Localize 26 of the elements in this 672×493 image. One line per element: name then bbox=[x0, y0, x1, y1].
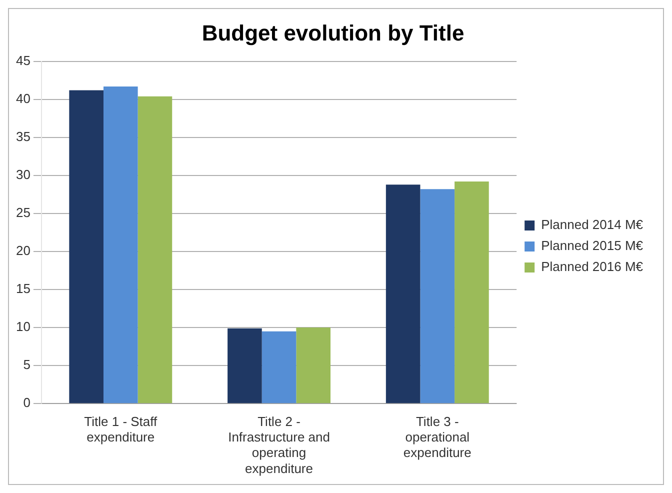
bar bbox=[228, 328, 262, 404]
bar bbox=[454, 182, 489, 404]
legend-label: Planned 2014 M€ bbox=[541, 217, 644, 232]
y-tick-label: 15 bbox=[16, 281, 30, 296]
x-tick-label: Title 3 - operational expenditure bbox=[403, 414, 472, 460]
y-tick-label: 25 bbox=[16, 205, 30, 220]
bar bbox=[420, 189, 455, 404]
bar bbox=[69, 90, 104, 404]
legend-label: Planned 2016 M€ bbox=[541, 259, 644, 274]
bar bbox=[386, 184, 420, 404]
y-tick-label: 20 bbox=[16, 243, 30, 258]
chart-title: Budget evolution by Title bbox=[202, 20, 464, 46]
x-tick-label: Title 2 - Infrastructure and operating expenditure bbox=[228, 414, 330, 476]
y-tick-label: 40 bbox=[16, 91, 30, 106]
legend-label: Planned 2015 M€ bbox=[541, 238, 644, 254]
y-tick-label: 35 bbox=[16, 129, 30, 144]
y-tick-label: 30 bbox=[16, 167, 30, 182]
bar bbox=[262, 331, 296, 404]
y-tick-label: 45 bbox=[16, 52, 30, 68]
bar bbox=[103, 86, 138, 404]
bar bbox=[296, 328, 330, 404]
y-tick-label: 0 bbox=[23, 395, 30, 410]
x-tick-label: Title 1 - Staff expenditure bbox=[84, 414, 158, 445]
bar bbox=[138, 96, 172, 404]
y-tick-label: 5 bbox=[23, 357, 30, 372]
y-tick-label: 10 bbox=[16, 319, 30, 334]
